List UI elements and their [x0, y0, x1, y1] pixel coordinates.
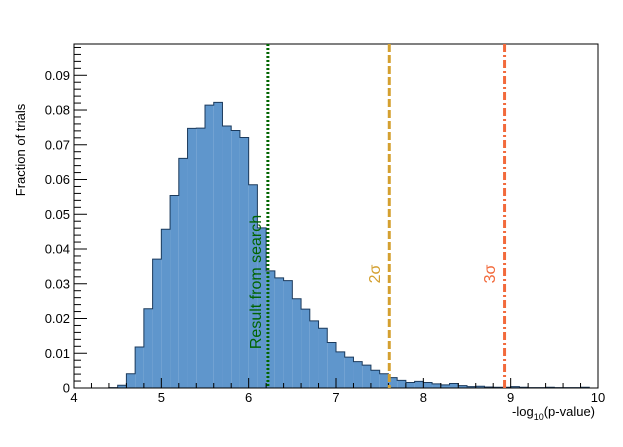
axis-ticks: 4 5 6 7 8 9 10 0 0.01 0.02 0.03 0.04 0.05 0.06 0.07 0.0…: [45, 46, 605, 405]
histogram-bar: [484, 386, 494, 388]
histogram-bar: [178, 158, 188, 388]
histogram-bar: [362, 365, 371, 388]
histogram-bar: [117, 385, 127, 388]
histogram-bar: [336, 351, 345, 388]
histogram-bar: [370, 370, 380, 388]
histogram-outline: [108, 101, 590, 389]
histogram-bar: [379, 373, 389, 388]
histogram-bar: [143, 308, 153, 388]
histogram-bar: [458, 385, 467, 388]
two-sigma-label: 2σ: [367, 264, 384, 283]
x-tick-label: 10: [591, 390, 605, 405]
x-axis-title-subscript: 10: [534, 412, 544, 422]
y-tick-label: 0.01: [45, 346, 70, 361]
histogram-bar: [353, 361, 363, 388]
histogram-bar: [213, 102, 223, 388]
x-tick-label: 9: [507, 390, 514, 405]
histogram-bars: [108, 101, 590, 389]
histogram-bar: [152, 259, 162, 388]
y-tick-label: 0.06: [45, 172, 70, 187]
x-tick-label: 4: [70, 390, 77, 405]
histogram-bar: [187, 128, 197, 388]
x-tick-label: 8: [420, 390, 427, 405]
x-axis-title: -log10(p-value): [512, 404, 595, 422]
y-tick-label: 0.05: [45, 207, 70, 222]
histogram-bar: [196, 128, 205, 389]
histogram-bar: [388, 377, 398, 388]
histogram-bar: [475, 386, 485, 388]
histogram-bar: [257, 227, 267, 388]
x-tick-label: 7: [332, 390, 339, 405]
histogram-bar: [283, 280, 293, 388]
histogram-bar: [222, 126, 232, 389]
x-tick-label: 5: [158, 390, 165, 405]
histogram-bar: [205, 105, 214, 389]
x-tick-label: 6: [245, 390, 252, 405]
histogram-bar: [309, 320, 319, 388]
histogram-bar: [266, 270, 275, 388]
y-tick-label: 0.08: [45, 103, 70, 118]
histogram-bar: [161, 229, 171, 388]
x-axis-title-tail: (p-value): [544, 404, 595, 419]
histogram-bar: [327, 342, 336, 388]
y-tick-label: 0.04: [45, 242, 70, 257]
histogram-bar: [510, 386, 520, 388]
result-from-search-label: Result from search: [248, 215, 265, 349]
histogram-bar: [405, 382, 415, 388]
histogram-bar: [318, 328, 328, 388]
histogram-bar: [301, 309, 310, 388]
histogram-bar: [231, 130, 240, 388]
y-tick-label: 0.07: [45, 137, 70, 152]
histogram-bar: [248, 184, 258, 388]
histogram-bar: [467, 386, 476, 388]
y-axis-title: Fraction of trials: [13, 103, 28, 196]
histogram-bar: [397, 380, 406, 388]
histogram-bar: [274, 277, 284, 388]
reference-lines: [266, 44, 507, 388]
histogram-bar: [449, 383, 459, 388]
y-tick-label: 0: [63, 381, 70, 396]
histogram-bar: [170, 195, 179, 388]
y-tick-label: 0.02: [45, 311, 70, 326]
x-axis-title-main: -log: [512, 404, 534, 419]
histogram-bar: [344, 357, 354, 388]
y-tick-label: 0.09: [45, 68, 70, 83]
histogram-bar: [126, 373, 136, 388]
histogram-bar: [292, 298, 302, 388]
histogram-bar: [135, 346, 144, 388]
histogram-bar: [414, 381, 424, 388]
histogram-bar: [423, 382, 433, 388]
histogram-bar: [440, 384, 450, 388]
three-sigma-label: 3σ: [482, 264, 499, 283]
y-tick-label: 0.03: [45, 276, 70, 291]
histogram-bar: [432, 383, 441, 388]
histogram-bar: [239, 137, 249, 388]
